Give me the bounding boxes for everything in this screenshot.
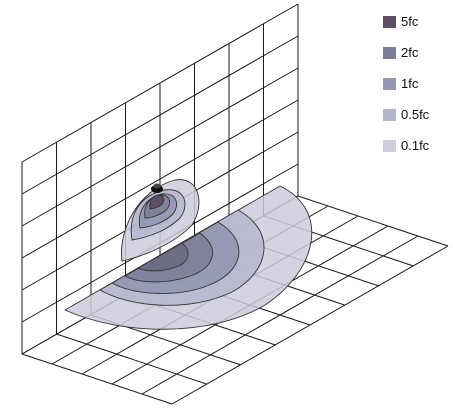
legend-item-5fc: 5fc (383, 6, 449, 37)
legend-label: 2fc (401, 45, 419, 60)
legend-label: 0.5fc (401, 107, 430, 122)
floor-contour-5fc (137, 242, 189, 272)
legend-item-2fc: 2fc (383, 37, 449, 68)
legend-swatch (383, 77, 396, 90)
legend-label: 0.1fc (401, 138, 430, 153)
legend-label: 5fc (401, 14, 419, 29)
legend-item-0-5fc: 0.5fc (383, 99, 449, 130)
legend-swatch (383, 46, 396, 59)
legend-swatch (383, 139, 396, 152)
legend-swatch (383, 108, 396, 121)
legend: 5fc 2fc 1fc 0.5fc 0.1fc (383, 6, 449, 161)
legend-item-1fc: 1fc (383, 68, 449, 99)
light-fixture (151, 183, 163, 193)
legend-label: 1fc (401, 76, 419, 91)
floor-contours (64, 185, 313, 330)
legend-swatch (383, 15, 396, 28)
wall-contour-5fc (149, 194, 165, 210)
legend-item-0-1fc: 0.1fc (383, 130, 449, 161)
wall-contours (121, 179, 200, 262)
